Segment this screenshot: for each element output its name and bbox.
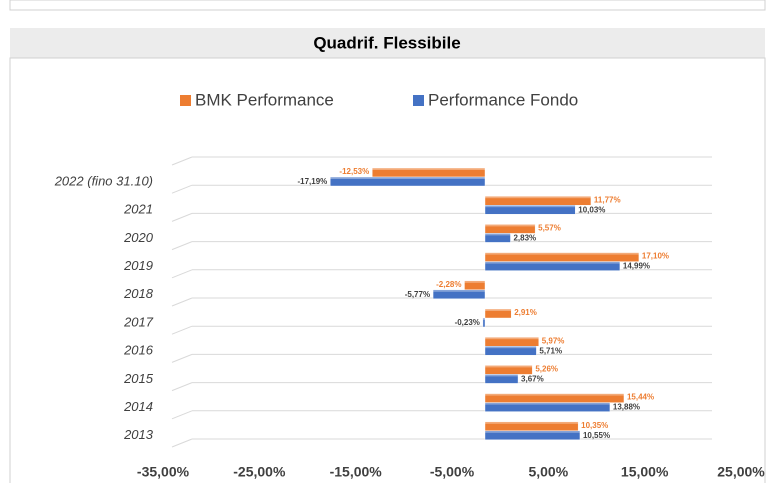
title-band xyxy=(10,28,765,58)
grid-line xyxy=(171,241,193,251)
bar-top xyxy=(485,252,639,255)
bar-top xyxy=(433,289,485,292)
grid-line xyxy=(171,382,193,392)
x-tick-label: 25,00% xyxy=(717,464,765,480)
grid-line xyxy=(171,269,193,279)
data-label: 3,67% xyxy=(521,375,544,384)
bar-top xyxy=(485,346,537,349)
data-label: 10,55% xyxy=(583,431,610,440)
data-label: 11,77% xyxy=(594,195,621,204)
data-label: 13,88% xyxy=(613,403,640,412)
data-label: 15,44% xyxy=(627,393,654,402)
y-tick-label: 2022 (fino 31.10) xyxy=(54,173,153,188)
grid-line xyxy=(171,353,193,363)
bar-top xyxy=(372,168,485,170)
y-tick-label: 2020 xyxy=(123,230,154,245)
bar-top xyxy=(485,224,536,227)
x-tick-label: 5,00% xyxy=(528,464,568,480)
data-label: -17,19% xyxy=(297,177,327,186)
grid-line xyxy=(171,410,193,420)
y-tick-label: 2013 xyxy=(123,427,154,442)
bar-top xyxy=(485,402,610,405)
bar-top xyxy=(485,337,539,340)
bar xyxy=(484,430,581,440)
bar-top xyxy=(485,393,624,396)
grid-line xyxy=(171,212,193,222)
x-tick-label: -5,00% xyxy=(430,464,475,480)
data-label: -12,53% xyxy=(339,167,369,176)
y-tick-label: 2015 xyxy=(123,371,154,386)
bar-top xyxy=(485,233,511,236)
legend-label: Performance Fondo xyxy=(428,90,578,109)
grid-line xyxy=(171,325,193,335)
bar-top xyxy=(485,365,533,368)
data-label: 17,10% xyxy=(642,252,669,261)
bar xyxy=(484,233,511,243)
chart-frame xyxy=(9,57,766,488)
bar-top xyxy=(485,430,580,433)
bar xyxy=(484,308,512,319)
grid-line xyxy=(171,156,193,166)
bar-top xyxy=(330,177,485,179)
data-label: -0,23% xyxy=(455,318,480,327)
data-label: 5,97% xyxy=(542,336,565,345)
chart-title: Quadrif. Flessibile xyxy=(313,33,460,52)
y-tick-label: 2021 xyxy=(123,202,153,217)
x-tick-label: 15,00% xyxy=(621,464,669,480)
bar-top xyxy=(485,421,579,424)
y-tick-label: 2016 xyxy=(123,343,154,358)
data-label: 14,99% xyxy=(623,262,650,271)
bar-top xyxy=(485,205,576,208)
data-label: 2,91% xyxy=(514,308,537,317)
data-label: 10,35% xyxy=(581,421,608,430)
grid-line xyxy=(171,297,193,307)
data-label: 5,71% xyxy=(539,346,562,355)
x-tick-label: -15,00% xyxy=(330,464,383,480)
data-label: -5,77% xyxy=(405,290,430,299)
data-label: 2,83% xyxy=(513,234,536,243)
bar xyxy=(432,289,486,299)
bar xyxy=(484,402,611,412)
grid-line xyxy=(171,438,193,448)
bar xyxy=(484,261,621,271)
bar-top xyxy=(485,196,591,199)
legend-swatch xyxy=(180,95,191,106)
top-frame xyxy=(9,0,766,11)
bar-top xyxy=(485,309,512,311)
y-tick-label: 2019 xyxy=(123,258,153,273)
bar xyxy=(484,204,576,215)
data-label: 5,26% xyxy=(535,365,558,374)
bar-top xyxy=(485,374,519,377)
bar xyxy=(484,346,537,356)
bar xyxy=(330,176,486,187)
bar xyxy=(482,317,486,328)
bar-top xyxy=(464,280,485,283)
legend-label: BMK Performance xyxy=(195,90,334,109)
x-tick-label: -35,00% xyxy=(137,464,190,480)
bar-top xyxy=(485,261,620,264)
bar-top xyxy=(482,318,485,320)
x-tick-label: -25,00% xyxy=(233,464,286,480)
bar xyxy=(484,374,519,384)
data-label: 10,03% xyxy=(578,205,605,214)
legend-swatch xyxy=(413,95,424,106)
y-tick-label: 2018 xyxy=(123,286,154,301)
data-label: 5,57% xyxy=(538,224,561,233)
data-label: -2,28% xyxy=(436,280,461,289)
y-tick-label: 2014 xyxy=(123,399,153,414)
y-tick-label: 2017 xyxy=(123,314,154,329)
grid-line xyxy=(171,184,193,194)
